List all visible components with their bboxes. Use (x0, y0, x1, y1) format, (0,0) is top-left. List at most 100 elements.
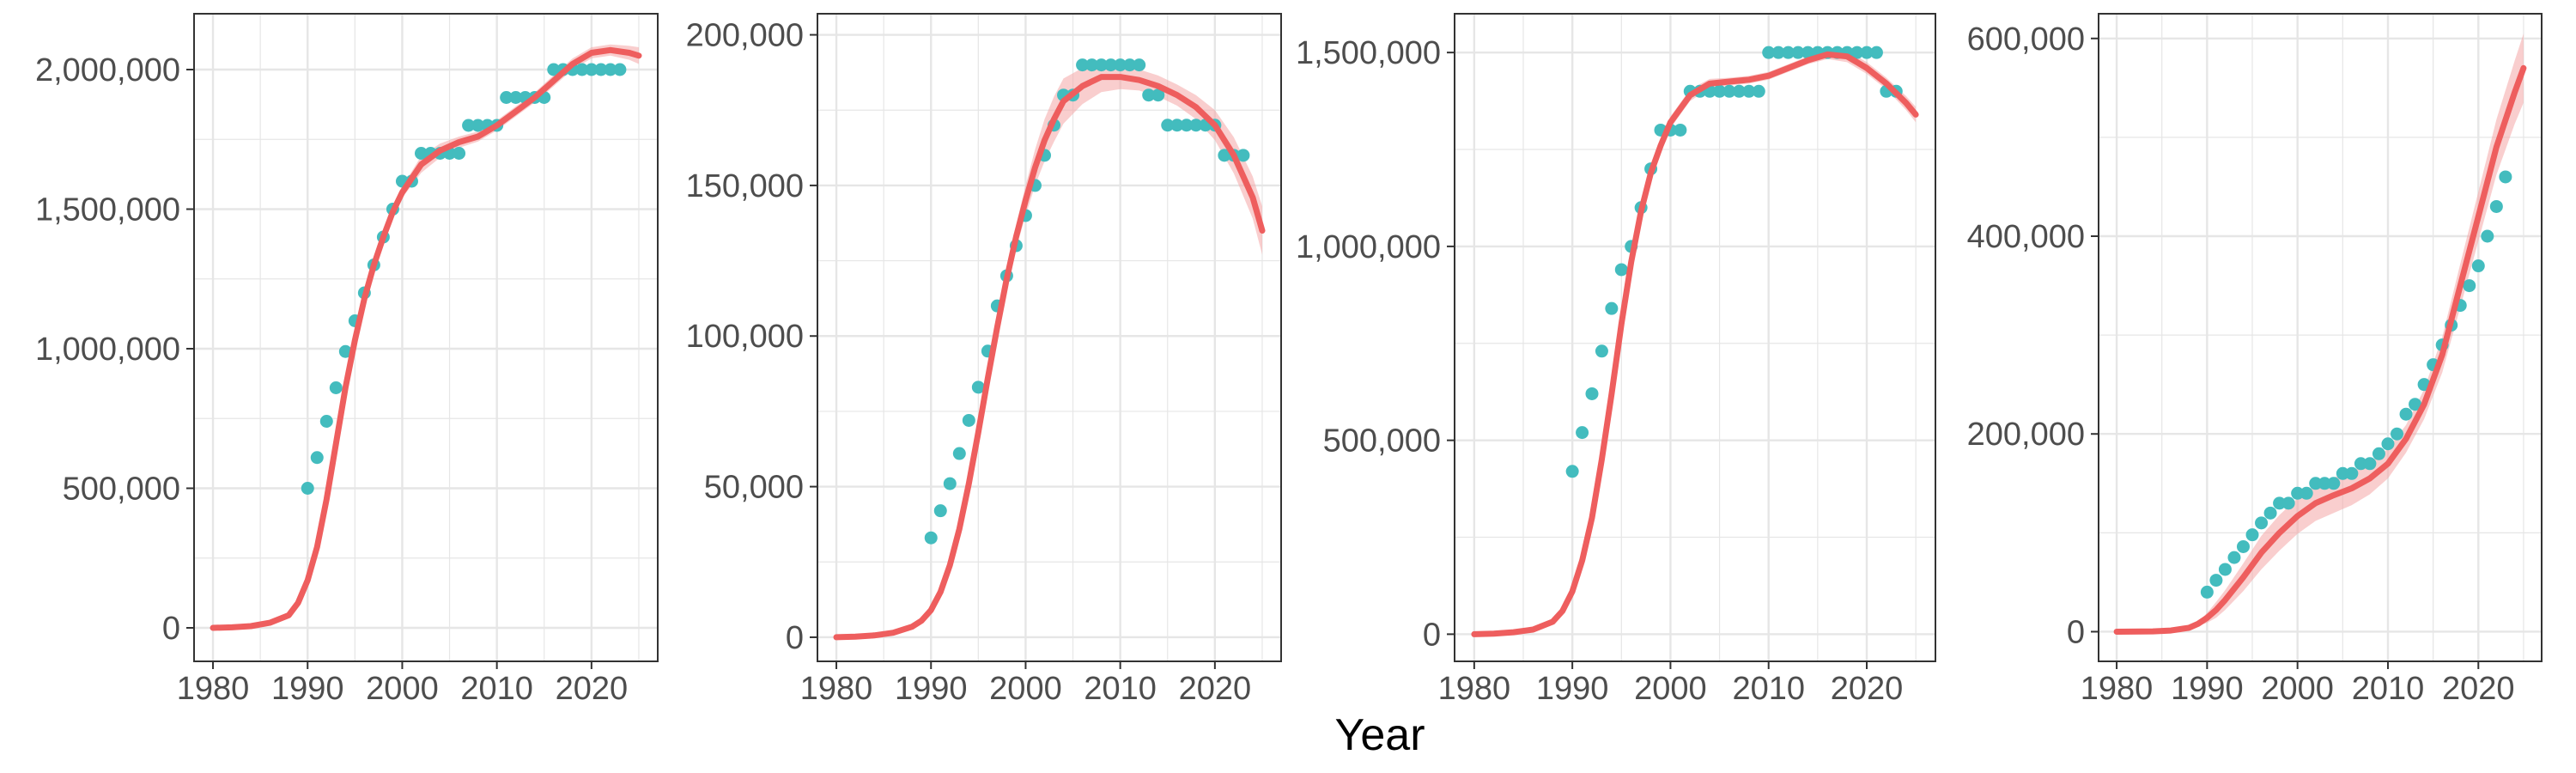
data-point (547, 63, 561, 76)
x-tick-label: 1990 (895, 671, 968, 707)
x-tick-label: 1990 (1536, 671, 1609, 707)
y-tick-label: 500,000 (63, 472, 180, 508)
y-tick-label: 150,000 (686, 168, 804, 204)
data-point (952, 447, 966, 460)
x-tick-label: 2010 (460, 671, 533, 707)
data-point (2363, 457, 2377, 471)
data-point (329, 381, 343, 394)
fitted-line (833, 74, 1266, 641)
x-tick-label: 2020 (556, 671, 629, 707)
data-point (1614, 263, 1628, 277)
data-point (509, 91, 523, 104)
panel-border (817, 13, 1282, 662)
data-point (943, 477, 957, 490)
y-tick-label: 200,000 (1967, 417, 2085, 453)
data-point (1713, 84, 1727, 98)
data-point (2327, 477, 2341, 490)
x-tick-label: 1980 (1438, 671, 1511, 707)
data-point (2471, 259, 2485, 273)
data-point (971, 380, 985, 394)
data-point (1142, 88, 1156, 102)
data-point (2218, 563, 2232, 576)
data-point (2399, 407, 2413, 421)
data-point (962, 413, 975, 427)
data-point (2227, 551, 2241, 564)
data-point (1114, 58, 1127, 72)
data-point (1189, 119, 1203, 132)
x-tick-label: 2020 (1179, 671, 1252, 707)
data-point (1595, 344, 1608, 358)
data-point (924, 531, 938, 545)
data-point (2381, 437, 2395, 451)
fitted-line (2113, 64, 2527, 635)
x-tick-label: 2020 (1831, 671, 1904, 707)
data-point (1104, 58, 1118, 72)
data-point (594, 63, 608, 76)
data-point (2309, 477, 2323, 490)
data-point (1801, 46, 1814, 59)
data-point (453, 147, 466, 160)
x-tick-label: 2000 (366, 671, 439, 707)
plot-background (2099, 14, 2542, 661)
data-point (471, 119, 485, 132)
confidence-ribbon (836, 62, 1262, 637)
y-tick-label: 0 (786, 620, 804, 656)
data-point (319, 415, 333, 428)
data-point (1850, 46, 1864, 59)
data-point (1752, 84, 1765, 98)
data-point (604, 63, 617, 76)
y-tick-label: 500,000 (1323, 423, 1441, 460)
y-tick-label: 1,500,000 (1296, 35, 1441, 71)
data-point (1771, 46, 1785, 59)
data-point (1170, 119, 1184, 132)
data-point (1151, 88, 1165, 102)
data-point (2481, 229, 2494, 243)
data-point (2200, 585, 2214, 599)
x-tick-label: 1980 (2081, 671, 2154, 707)
chart-panel-4: 1980 1990 2000 2010 2020 0 200,000 400,000 600,0… (1967, 13, 2543, 707)
data-point (613, 63, 627, 76)
chart-panel-1: 1980 1990 2000 2010 2020 0 500,000 1,000,000 1,5… (35, 13, 659, 707)
x-tick-label: 2000 (989, 671, 1062, 707)
x-tick-label: 2000 (2261, 671, 2334, 707)
data-point (1762, 46, 1776, 59)
y-tick-label: 0 (1423, 617, 1441, 653)
data-point (414, 147, 428, 160)
x-axis-title: Year (1334, 710, 1425, 760)
data-point (1576, 426, 1589, 440)
data-point (2354, 457, 2367, 471)
data-point (2245, 528, 2259, 542)
data-point (1236, 149, 1250, 162)
chart-panel-3: 1980 1990 2000 2010 2020 0 500,000 1,000,000 1,5… (1296, 13, 1936, 707)
y-tick-label: 0 (162, 611, 180, 647)
data-point (1732, 84, 1746, 98)
data-point (2281, 496, 2295, 510)
x-tick-label: 1980 (177, 671, 250, 707)
panel-border (1454, 13, 1936, 662)
y-tick-label: 1,500,000 (35, 192, 180, 228)
panel-border (193, 13, 659, 662)
fitted-line (210, 46, 642, 631)
y-tick-label: 400,000 (1967, 219, 2085, 255)
fitted-line (1471, 51, 1919, 637)
x-tick-label: 2010 (2352, 671, 2425, 707)
plot-background (1455, 14, 1935, 661)
data-point (1180, 119, 1194, 132)
data-point (301, 482, 314, 495)
data-point (575, 63, 589, 76)
data-point (2463, 279, 2476, 293)
y-tick-label: 200,000 (686, 18, 804, 54)
confidence-ribbon (2117, 33, 2524, 632)
x-tick-label: 2000 (1634, 671, 1707, 707)
data-point (2209, 574, 2223, 587)
data-point (338, 344, 352, 358)
data-point (2300, 486, 2313, 500)
data-point (1123, 58, 1137, 72)
data-point (2291, 486, 2305, 500)
y-tick-label: 0 (2067, 614, 2085, 650)
x-tick-label: 1980 (800, 671, 873, 707)
data-point (1133, 58, 1146, 72)
data-point (1869, 46, 1883, 59)
data-point (2345, 466, 2359, 480)
data-point (462, 119, 476, 132)
